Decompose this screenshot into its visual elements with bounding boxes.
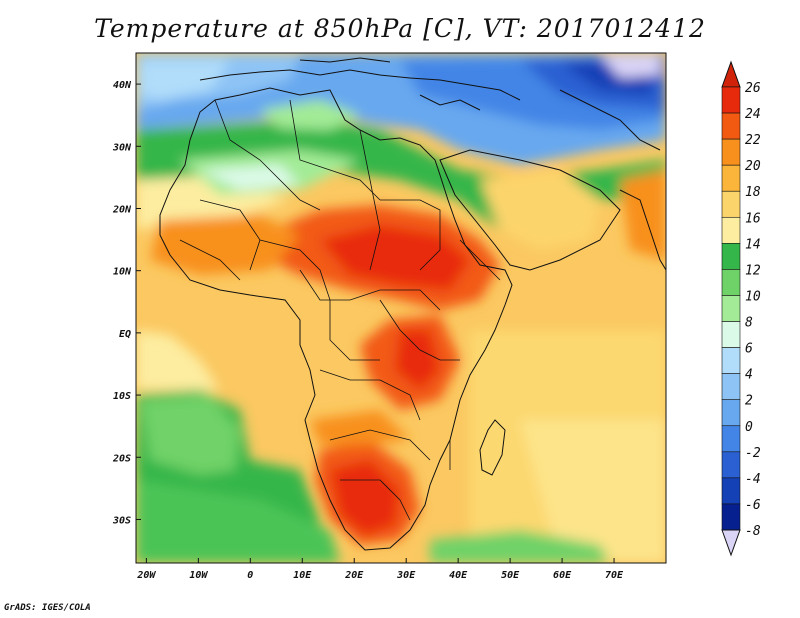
colorbar-segment	[721, 399, 741, 427]
colorbar-segment	[721, 112, 741, 140]
lon-tick-label: 40E	[449, 570, 468, 581]
colorbar-segment	[721, 425, 741, 453]
colorbar-label: -6	[745, 498, 761, 513]
colorbar-label: 8	[745, 316, 753, 331]
colorbar-label: 24	[745, 107, 761, 122]
lat-tick-label: EQ	[119, 329, 131, 340]
colorbar-segment	[721, 216, 741, 244]
colorbar-label: 18	[745, 185, 761, 200]
map-title: Temperature at 850hPa [C], VT: 201701241…	[94, 14, 706, 43]
colorbar-label: 12	[745, 263, 761, 278]
colorbar-label: -8	[745, 524, 761, 539]
lon-tick-label: 20W	[136, 570, 156, 581]
lat-tick-label: 30S	[112, 515, 131, 526]
colorbar-label: 6	[745, 342, 753, 357]
lat-axis: 40N 30N 20N 10N EQ 10S 20S 30S	[112, 80, 141, 526]
colorbar-segment	[721, 295, 741, 322]
colorbar-segment	[721, 477, 741, 505]
footer-credit: GrADS: IGES/COLA	[4, 603, 91, 613]
lon-tick-label: 10E	[293, 570, 312, 581]
lon-tick-label: 50E	[501, 570, 520, 581]
country-borders	[179, 99, 501, 521]
lon-tick-label: 20E	[344, 570, 364, 581]
colorbar-segment	[721, 86, 741, 114]
lon-tick-label: 70E	[605, 570, 624, 581]
colorbar-label: 26	[745, 81, 761, 96]
lat-tick-label: 10N	[113, 267, 132, 278]
lat-tick-label: 20S	[112, 453, 131, 464]
colorbar-label: -2	[745, 446, 761, 461]
lon-tick-label: 30E	[396, 570, 416, 581]
lat-tick-label: 40N	[113, 80, 132, 91]
colorbar-label: 20	[745, 159, 761, 174]
colorbar-segment	[721, 347, 741, 374]
lat-tick-label: 30N	[112, 142, 132, 153]
lon-tick-label: 60E	[553, 570, 572, 581]
colorbar-segment	[721, 269, 741, 296]
colorbar-label: 14	[745, 237, 761, 252]
colorbar-under-triangle	[721, 529, 741, 557]
colorbar-segment	[721, 373, 741, 401]
colorbar-segment	[721, 190, 741, 218]
lon-axis: 20W 10W 0 10E 20E 30E 40E 50E 60E 70E	[136, 558, 624, 581]
map-frame	[135, 52, 667, 564]
colorbar-label: 22	[745, 133, 761, 148]
colorbar-segment	[721, 451, 741, 479]
colorbar-label: 0	[745, 420, 753, 435]
colorbar-label: -4	[745, 472, 761, 487]
colorbar-segment	[721, 164, 741, 192]
lon-tick-label: 0	[247, 570, 253, 581]
colorbar-segment	[721, 503, 741, 531]
lat-tick-label: 10S	[113, 391, 131, 402]
lon-tick-label: 10W	[189, 570, 208, 581]
colorbar-label: 10	[745, 289, 761, 304]
colorbar-segment	[721, 138, 741, 166]
colorbar-segment	[721, 321, 741, 348]
temperature-field	[136, 53, 666, 563]
colorbar-label: 16	[745, 211, 761, 226]
colorbar-segment	[721, 243, 741, 270]
colorbar-over-triangle	[721, 60, 741, 88]
lat-tick-label: 20N	[112, 204, 132, 215]
colorbar-label: 2	[745, 394, 753, 409]
colorbar-label: 4	[745, 368, 753, 383]
coastlines	[159, 57, 666, 551]
